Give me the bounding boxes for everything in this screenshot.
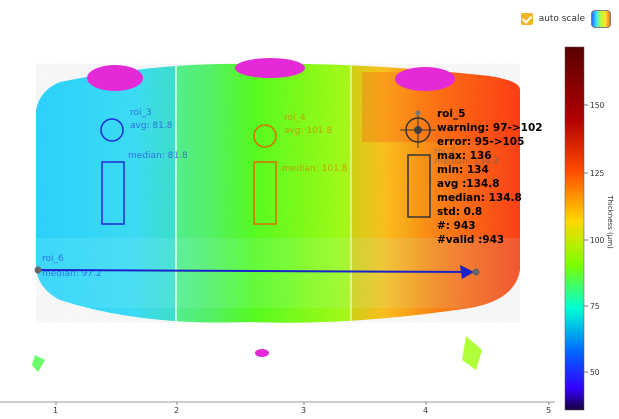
x-tick-5: 5 [546,406,551,415]
x-tick-1: 1 [53,406,58,415]
roi-info-line-0: warning: 97->102 [437,122,543,134]
colorbar-label: Thickness (µm) [606,194,614,249]
colorbar-tick-75: 75 [590,302,600,311]
toolbar: auto scale [520,10,611,28]
line-roi[interactable] [34,265,480,279]
x-ticks: 1 2 3 4 5 [53,406,551,415]
colorbar-tick-125: 125 [590,169,605,178]
colorbar-tick-100: 100 [590,236,605,245]
roi-info-line-5: median: 134.8 [437,192,522,204]
roi-info-line-2: max: 136 [437,150,492,162]
roi-right-partial-a: roi_7 [434,147,456,157]
colorbar-ticks: 150 125 100 75 50 [590,101,605,377]
colorbar-tick-50: 50 [590,368,600,377]
auto-scale-checkbox[interactable] [520,13,533,25]
roi-info-line-6: std: 0.8 [437,206,482,218]
roi-middle-avg: avg: 101.8 [284,126,332,136]
roi-info-line-8: #valid :943 [437,234,504,246]
x-tick-3: 3 [301,406,306,415]
roi-info-title: roi_5 [437,108,466,120]
roi-info: roi_5 warning: 97->102 error: 95->105 ma… [437,108,543,246]
roi-left-name: roi_3 [130,108,152,118]
roi-labels: roi_3 avg: 81.8 median: 81.8 roi_4 avg: … [42,108,500,279]
roi-middle-box-label: median: 101.8 [282,164,348,174]
roi-right[interactable] [400,110,436,218]
roi-info-line-1: error: 95->105 [437,136,524,148]
roi-info-line-3: min: 134 [437,164,489,176]
roi-right-partial-b: median: 134.4 [434,157,500,167]
colormap-button[interactable] [591,10,611,28]
colorbar [564,46,588,411]
x-axis [0,401,555,405]
x-tick-2: 2 [174,406,179,415]
roi-middle-name: roi_4 [284,113,306,123]
line-roi-label-a: roi_6 [42,254,64,264]
roi-left-box-label: median: 81.8 [128,151,188,161]
thickness-map [32,58,520,372]
roi-middle[interactable] [253,124,277,225]
roi-left-avg: avg: 81.8 [130,121,173,131]
line-roi-label-b: median: 97.2 [42,269,102,279]
roi-info-line-4: avg :134.8 [437,178,500,190]
x-tick-4: 4 [423,406,428,415]
roi-info-line-7: #: 943 [437,220,476,232]
auto-scale-label: auto scale [538,14,585,24]
roi-left[interactable] [100,118,125,225]
colorbar-tick-150: 150 [590,101,605,110]
